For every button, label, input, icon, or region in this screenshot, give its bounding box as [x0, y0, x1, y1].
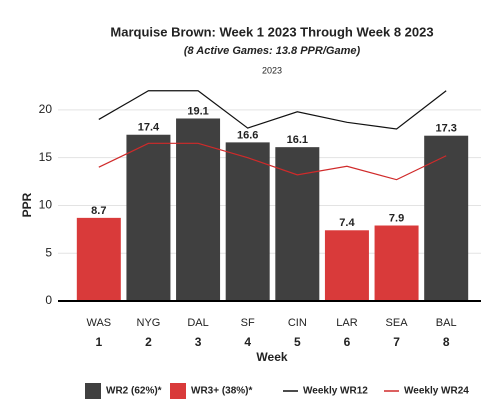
- line: [98, 142, 447, 181]
- bar: [424, 135, 469, 301]
- week-label: 7: [393, 335, 400, 349]
- legend-label: Weekly WR24: [404, 386, 469, 397]
- bar: [275, 147, 320, 301]
- x-tick-label: CIN: [288, 317, 307, 329]
- x-tick-label: NYG: [137, 317, 161, 329]
- bar: [76, 217, 121, 301]
- week-label: 1: [95, 335, 102, 349]
- value-label: 17.4: [138, 122, 160, 134]
- bar: [225, 142, 270, 301]
- week-label: 3: [195, 335, 202, 349]
- chart-title: Marquise Brown: Week 1 2023 Through Week…: [110, 24, 433, 39]
- value-label: 7.9: [389, 212, 404, 224]
- value-label: 17.3: [435, 123, 456, 135]
- y-axis-label: PPR: [20, 192, 34, 217]
- week-label: 4: [244, 335, 251, 349]
- line: [98, 90, 447, 130]
- y-tick-label: 15: [39, 150, 53, 164]
- chart-subtitle: (8 Active Games: 13.8 PPR/Game): [184, 45, 361, 57]
- caption: 2023: [262, 65, 282, 75]
- value-label: 7.4: [339, 217, 355, 229]
- x-axis-label: Week: [256, 350, 287, 364]
- x-tick-label: WAS: [86, 317, 111, 329]
- week-label: 8: [443, 335, 450, 349]
- y-tick-label: 5: [45, 245, 52, 259]
- x-tick-label: BAL: [436, 317, 457, 329]
- bar: [374, 225, 419, 301]
- bar: [324, 230, 369, 301]
- x-tick-label: LAR: [336, 317, 357, 329]
- legend-swatch: [85, 383, 101, 399]
- bar: [126, 134, 171, 301]
- bar: [176, 118, 221, 301]
- x-tick-label: DAL: [187, 317, 208, 329]
- y-tick-label: 0: [45, 293, 52, 307]
- value-label: 16.1: [287, 134, 308, 146]
- value-label: 16.6: [237, 129, 258, 141]
- legend-label: Weekly WR12: [303, 386, 368, 397]
- y-tick-label: 10: [39, 198, 53, 212]
- week-label: 2: [145, 335, 152, 349]
- week-label: 5: [294, 335, 301, 349]
- y-tick-label: 20: [39, 102, 53, 116]
- x-tick-label: SF: [241, 317, 255, 329]
- legend-label: WR3+ (38%)*: [191, 386, 253, 397]
- x-tick-label: SEA: [386, 317, 409, 329]
- value-label: 19.1: [187, 105, 208, 117]
- week-label: 6: [344, 335, 351, 349]
- legend-swatch: [170, 383, 186, 399]
- legend-label: WR2 (62%)*: [106, 386, 162, 397]
- value-label: 8.7: [91, 205, 106, 217]
